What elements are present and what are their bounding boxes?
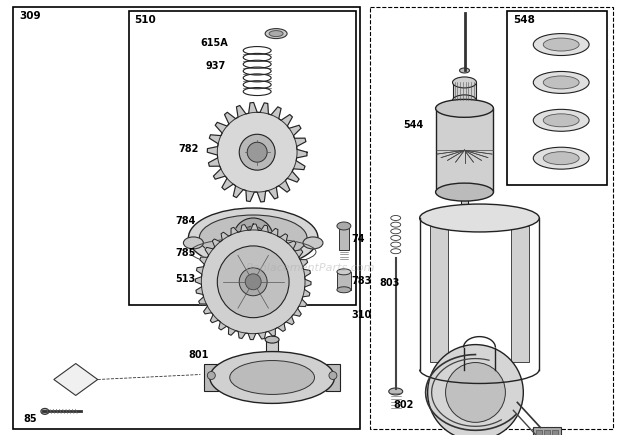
Text: 782: 782 [179, 144, 199, 154]
Polygon shape [54, 364, 98, 395]
Bar [461, 192, 469, 220]
Ellipse shape [543, 76, 579, 89]
Text: 615A: 615A [200, 37, 228, 48]
Text: ReplacementParts.com: ReplacementParts.com [246, 263, 374, 273]
Text: 544: 544 [404, 120, 424, 130]
Bar [536, 430, 542, 436]
Bar [464, 382, 474, 396]
Ellipse shape [210, 351, 334, 403]
Bar [484, 382, 494, 396]
Bar [339, 228, 349, 250]
Ellipse shape [459, 218, 469, 222]
Bar [13, 7, 360, 429]
Ellipse shape [269, 31, 283, 37]
Ellipse shape [453, 95, 476, 106]
Bar [552, 430, 558, 436]
Bar [326, 364, 340, 392]
Text: 309: 309 [19, 10, 40, 20]
Ellipse shape [337, 287, 351, 293]
Bar [453, 82, 476, 100]
Ellipse shape [533, 72, 589, 93]
Text: 802: 802 [394, 400, 414, 410]
Ellipse shape [337, 222, 351, 230]
Text: 310: 310 [352, 310, 372, 320]
Ellipse shape [436, 99, 494, 117]
Bar [507, 10, 607, 185]
Bar [266, 340, 278, 382]
Ellipse shape [436, 183, 494, 201]
Bar [370, 7, 613, 429]
Bar [512, 226, 529, 361]
Ellipse shape [543, 38, 579, 51]
Ellipse shape [265, 29, 287, 38]
Text: 801: 801 [188, 350, 209, 360]
Ellipse shape [303, 237, 323, 249]
Circle shape [446, 363, 505, 422]
Text: 784: 784 [175, 216, 196, 226]
Ellipse shape [533, 147, 589, 169]
Ellipse shape [230, 361, 314, 395]
Circle shape [329, 371, 337, 379]
Ellipse shape [41, 409, 49, 414]
Ellipse shape [543, 152, 579, 165]
Bar [436, 109, 494, 192]
Bar [533, 427, 561, 436]
Circle shape [247, 142, 267, 162]
Ellipse shape [337, 269, 351, 275]
Circle shape [241, 226, 265, 250]
Circle shape [217, 246, 289, 318]
Ellipse shape [389, 388, 403, 395]
Circle shape [207, 371, 215, 379]
Text: 803: 803 [380, 278, 400, 288]
Text: 783: 783 [352, 276, 372, 286]
Circle shape [245, 274, 261, 290]
Text: 937: 937 [205, 61, 226, 71]
Circle shape [202, 230, 305, 334]
Ellipse shape [265, 336, 279, 343]
Circle shape [217, 112, 297, 192]
Polygon shape [195, 224, 311, 340]
Circle shape [428, 344, 523, 436]
Polygon shape [207, 102, 307, 202]
Ellipse shape [184, 237, 203, 249]
Bar [128, 10, 356, 305]
Circle shape [239, 134, 275, 170]
Text: 510: 510 [135, 15, 156, 25]
Text: 548: 548 [513, 15, 535, 25]
Ellipse shape [200, 215, 307, 261]
Ellipse shape [188, 208, 318, 268]
Ellipse shape [453, 77, 476, 88]
Circle shape [233, 218, 273, 258]
Ellipse shape [459, 68, 469, 73]
Bar [205, 364, 218, 392]
Bar [337, 272, 351, 290]
Text: 513: 513 [175, 274, 196, 284]
Bar [544, 430, 550, 436]
Ellipse shape [533, 34, 589, 55]
Ellipse shape [543, 114, 579, 127]
Circle shape [239, 268, 267, 296]
Ellipse shape [533, 109, 589, 131]
Text: 74: 74 [352, 234, 365, 244]
Ellipse shape [420, 204, 539, 232]
Text: 85: 85 [23, 414, 37, 424]
Bar [430, 226, 448, 361]
Text: 785: 785 [175, 248, 196, 258]
